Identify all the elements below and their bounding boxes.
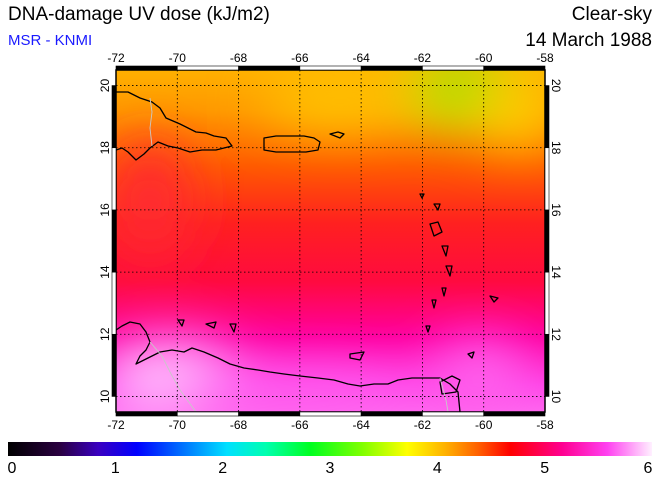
martinique-coast bbox=[445, 265, 453, 277]
longitude-tick-label: -62 bbox=[414, 418, 432, 432]
longitude-tick-label: -68 bbox=[230, 418, 248, 432]
frame-segment bbox=[238, 411, 301, 417]
latitude-tick-label: 16 bbox=[549, 203, 563, 217]
longitude-tick-label: -68 bbox=[230, 51, 248, 65]
coastlines bbox=[116, 91, 499, 412]
frame-segment bbox=[111, 209, 117, 273]
south-america-coast bbox=[116, 321, 461, 412]
latitude-tick-label: 14 bbox=[98, 265, 112, 279]
virgin-islands-coast bbox=[329, 131, 345, 139]
longitude-tick-label: -70 bbox=[169, 418, 187, 432]
colombia-venezuela-border bbox=[149, 341, 197, 412]
curacao-coast bbox=[205, 321, 217, 329]
longitude-tick-label: -70 bbox=[169, 51, 187, 65]
frame-segment bbox=[299, 411, 362, 417]
frame-segment bbox=[238, 65, 301, 71]
frame-segment bbox=[115, 411, 178, 417]
tobago-coast bbox=[467, 351, 475, 359]
colorbar-tick-label: 2 bbox=[218, 460, 228, 477]
antigua-coast bbox=[433, 203, 441, 211]
latitude-tick-label: 20 bbox=[549, 79, 563, 93]
longitude-tick-label: -72 bbox=[107, 418, 125, 432]
bonaire-coast bbox=[229, 323, 237, 333]
frame-segment bbox=[176, 65, 239, 71]
st-kitts-coast bbox=[419, 193, 425, 199]
map-title: DNA-damage UV dose (kJ/m2) bbox=[8, 4, 270, 25]
longitude-tick-label: -66 bbox=[291, 418, 309, 432]
map-date: 14 March 1988 bbox=[525, 30, 652, 51]
frame-segment bbox=[544, 209, 550, 273]
frame-segment bbox=[299, 65, 362, 71]
hispaniola-coast bbox=[116, 91, 233, 161]
latitude-labels-left: 10 12 14 16 18 20 bbox=[98, 79, 112, 404]
latitude-tick-label: 16 bbox=[98, 203, 112, 217]
latitude-tick-label: 14 bbox=[549, 265, 563, 279]
frame-segment bbox=[544, 85, 550, 149]
frame-segment bbox=[111, 85, 117, 149]
latitude-tick-label: 18 bbox=[98, 141, 112, 155]
longitude-tick-label: -58 bbox=[536, 51, 554, 65]
frame-segment bbox=[176, 411, 239, 417]
frame-segment bbox=[544, 271, 550, 335]
frame-segment bbox=[111, 271, 117, 335]
longitude-tick-label: -66 bbox=[291, 51, 309, 65]
frame-segment bbox=[544, 333, 550, 397]
guadeloupe-coast bbox=[429, 221, 443, 237]
longitude-tick-label: -60 bbox=[475, 51, 493, 65]
longitude-tick-label: -64 bbox=[352, 51, 370, 65]
latitude-tick-label: 10 bbox=[98, 389, 112, 403]
longitude-tick-label: -64 bbox=[352, 418, 370, 432]
uv-dose-map: -72 -70 -68 -66 -64 -62 -60 -58 -72 -70 -68 -66 -64… bbox=[98, 51, 563, 432]
frame-segment bbox=[360, 65, 423, 71]
graticule bbox=[115, 70, 546, 412]
frame-segment bbox=[111, 333, 117, 397]
colorbar-tick-label: 4 bbox=[432, 460, 442, 477]
latitude-tick-label: 12 bbox=[549, 328, 563, 342]
latitude-tick-label: 10 bbox=[549, 390, 563, 404]
grenada-coast bbox=[425, 325, 431, 333]
data-source: MSR - KNMI bbox=[8, 32, 93, 49]
frame-segment bbox=[544, 147, 550, 211]
frame-segment bbox=[422, 65, 485, 71]
st-vincent-coast bbox=[431, 299, 437, 309]
colorbar-tick-label: 1 bbox=[110, 460, 120, 477]
country-borders bbox=[149, 97, 449, 412]
latitude-tick-label: 18 bbox=[549, 141, 563, 155]
longitude-tick-label: -60 bbox=[475, 418, 493, 432]
longitude-tick-label: -72 bbox=[107, 51, 125, 65]
latitude-tick-label: 12 bbox=[98, 327, 112, 341]
longitude-labels-bottom: -72 -70 -68 -66 -64 -62 -60 -58 bbox=[107, 418, 554, 432]
latitude-tick-label: 20 bbox=[98, 79, 112, 93]
st-lucia-coast bbox=[441, 287, 447, 297]
colorbar-tick-label: 3 bbox=[325, 460, 335, 477]
frame-segment bbox=[483, 65, 546, 71]
frame-segment bbox=[111, 147, 117, 211]
frame-segment bbox=[483, 411, 546, 417]
latitude-labels-right: 10 12 14 16 18 20 bbox=[549, 79, 563, 404]
colorbar bbox=[8, 442, 652, 456]
colorbar-tick-label: 0 bbox=[7, 460, 17, 477]
haiti-dr-border bbox=[149, 97, 153, 147]
frame-segment bbox=[422, 411, 485, 417]
dominica-coast bbox=[441, 245, 449, 257]
sky-condition: Clear-sky bbox=[571, 4, 652, 25]
colorbar-tick-label: 6 bbox=[643, 460, 653, 477]
trinidad-coast bbox=[439, 375, 461, 395]
venezuela-guyana-border bbox=[439, 377, 449, 412]
frame-segment bbox=[360, 411, 423, 417]
aruba-coast bbox=[177, 319, 185, 327]
longitude-tick-label: -62 bbox=[414, 51, 432, 65]
barbados-coast bbox=[489, 295, 499, 303]
puerto-rico-coast bbox=[263, 135, 321, 153]
longitude-labels-top: -72 -70 -68 -66 -64 -62 -60 -58 bbox=[107, 51, 554, 65]
uv-dose-field bbox=[116, 70, 545, 412]
frame-ticks bbox=[111, 65, 550, 417]
colorbar-tick-label: 5 bbox=[540, 460, 550, 477]
margarita-coast bbox=[349, 351, 365, 361]
frame-segment bbox=[115, 65, 178, 71]
longitude-tick-label: -58 bbox=[536, 418, 554, 432]
